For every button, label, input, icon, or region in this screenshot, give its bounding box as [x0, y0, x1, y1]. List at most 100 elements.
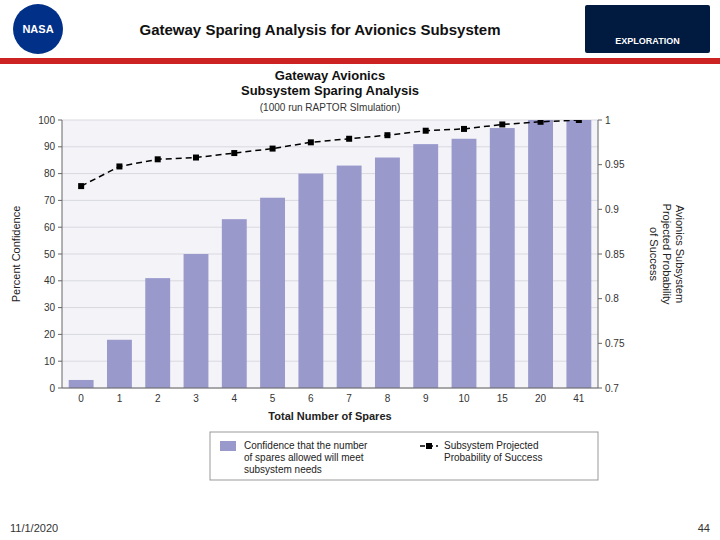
bar [375, 158, 400, 388]
legend-label: Confidence that the numberof spares allo… [244, 440, 368, 475]
bar [184, 254, 209, 388]
text-line: Subsystem Sparing Analysis [241, 83, 419, 98]
tick [58, 280, 62, 281]
tick-label: 100 [38, 115, 55, 126]
tick-label: 6 [308, 393, 314, 404]
marks [69, 120, 592, 388]
tick [598, 388, 602, 389]
text-line: subsystem needs [244, 464, 322, 475]
tick-label: 10 [44, 356, 56, 367]
marker [538, 120, 544, 125]
tick [598, 254, 602, 255]
line [81, 120, 579, 186]
marker [231, 150, 237, 156]
tick-label: 80 [44, 168, 56, 179]
grid-line [62, 254, 598, 255]
bar [298, 174, 323, 388]
text-line: Projected Probability [661, 204, 673, 305]
legend-swatch [220, 441, 236, 451]
tick-label: 2 [155, 393, 161, 404]
tick [58, 173, 62, 174]
tick-label: 3 [193, 393, 199, 404]
text-line: of spares allowed will meet [244, 452, 364, 463]
legend: Confidence that the numberof spares allo… [210, 432, 598, 480]
grid-line [62, 307, 598, 308]
subtitle: (1000 run RAPTOR SImulation) [260, 102, 400, 113]
plot-area [62, 120, 598, 388]
text-line: Avionics Subsystem [674, 205, 686, 303]
tick [58, 334, 62, 335]
grid-line [62, 227, 598, 228]
chart: Gateway Sparing Analysis for Avionics Su… [0, 0, 720, 540]
tick-label: 0.8 [605, 293, 619, 304]
tick-label: 20 [44, 329, 56, 340]
tick-label: 5 [270, 393, 276, 404]
tick [58, 146, 62, 147]
tick [58, 120, 62, 121]
marker [116, 163, 122, 169]
legend-swatch [426, 443, 432, 449]
tick-label: 7 [346, 393, 352, 404]
grid-line [62, 388, 598, 389]
tick [598, 164, 602, 165]
marker [193, 155, 199, 161]
tick [598, 120, 602, 121]
grid-line [62, 200, 598, 201]
tick [598, 343, 602, 344]
tick [58, 227, 62, 228]
annotation: 11/1/2020 [10, 522, 58, 534]
bar [260, 198, 285, 388]
tick-label: 0.75 [605, 338, 625, 349]
tick-label: 1 [605, 115, 611, 126]
grid-line [62, 334, 598, 335]
bar [413, 144, 438, 388]
header-band [0, 0, 720, 58]
axis-label: Avionics SubsystemProjected Probabilityo… [648, 204, 686, 305]
grid-line [62, 120, 598, 121]
tick [58, 388, 62, 389]
tick-label: 1 [117, 393, 123, 404]
axis-label: Percent Confidence [10, 206, 22, 303]
tick-label: 50 [44, 249, 56, 260]
tick-label: 0.95 [605, 159, 625, 170]
text-line: Gateway Avionics [275, 68, 385, 83]
grid-line [62, 173, 598, 174]
annotation: NASA [22, 23, 53, 35]
tick-label: 10 [458, 393, 470, 404]
logo [13, 4, 63, 54]
marker [384, 132, 390, 138]
tick-label: 0.7 [605, 383, 619, 394]
tick-label: 90 [44, 141, 56, 152]
marker [423, 128, 429, 134]
text-line: Probability of Success [444, 452, 542, 463]
axis-line [62, 120, 63, 388]
annotation: 44 [698, 522, 710, 534]
tick-label: 41 [573, 393, 585, 404]
tick [58, 200, 62, 201]
marker [576, 120, 582, 123]
annotation: EXPLORATION [615, 36, 679, 46]
header-rule [0, 58, 720, 64]
annotation: Gateway Sparing Analysis for Avionics Su… [140, 21, 501, 38]
bar [452, 139, 477, 388]
text-line: Subsystem Projected [444, 440, 539, 451]
tick [58, 254, 62, 255]
tick-label: 15 [497, 393, 509, 404]
title: Gateway AvionicsSubsystem Sparing Analys… [241, 68, 419, 98]
bar [566, 120, 591, 388]
grid-line [62, 146, 598, 147]
tick-label: 70 [44, 195, 56, 206]
marker [270, 146, 276, 152]
tick-label: 40 [44, 275, 56, 286]
marker [308, 139, 314, 145]
marker [78, 183, 84, 189]
tick-label: 60 [44, 222, 56, 233]
marker [461, 126, 467, 132]
bar [69, 380, 94, 388]
tick-label: 0 [78, 393, 84, 404]
grid-line [62, 361, 598, 362]
marker [346, 136, 352, 142]
axis-line [62, 388, 598, 389]
marker [499, 121, 505, 127]
logo [585, 5, 710, 53]
